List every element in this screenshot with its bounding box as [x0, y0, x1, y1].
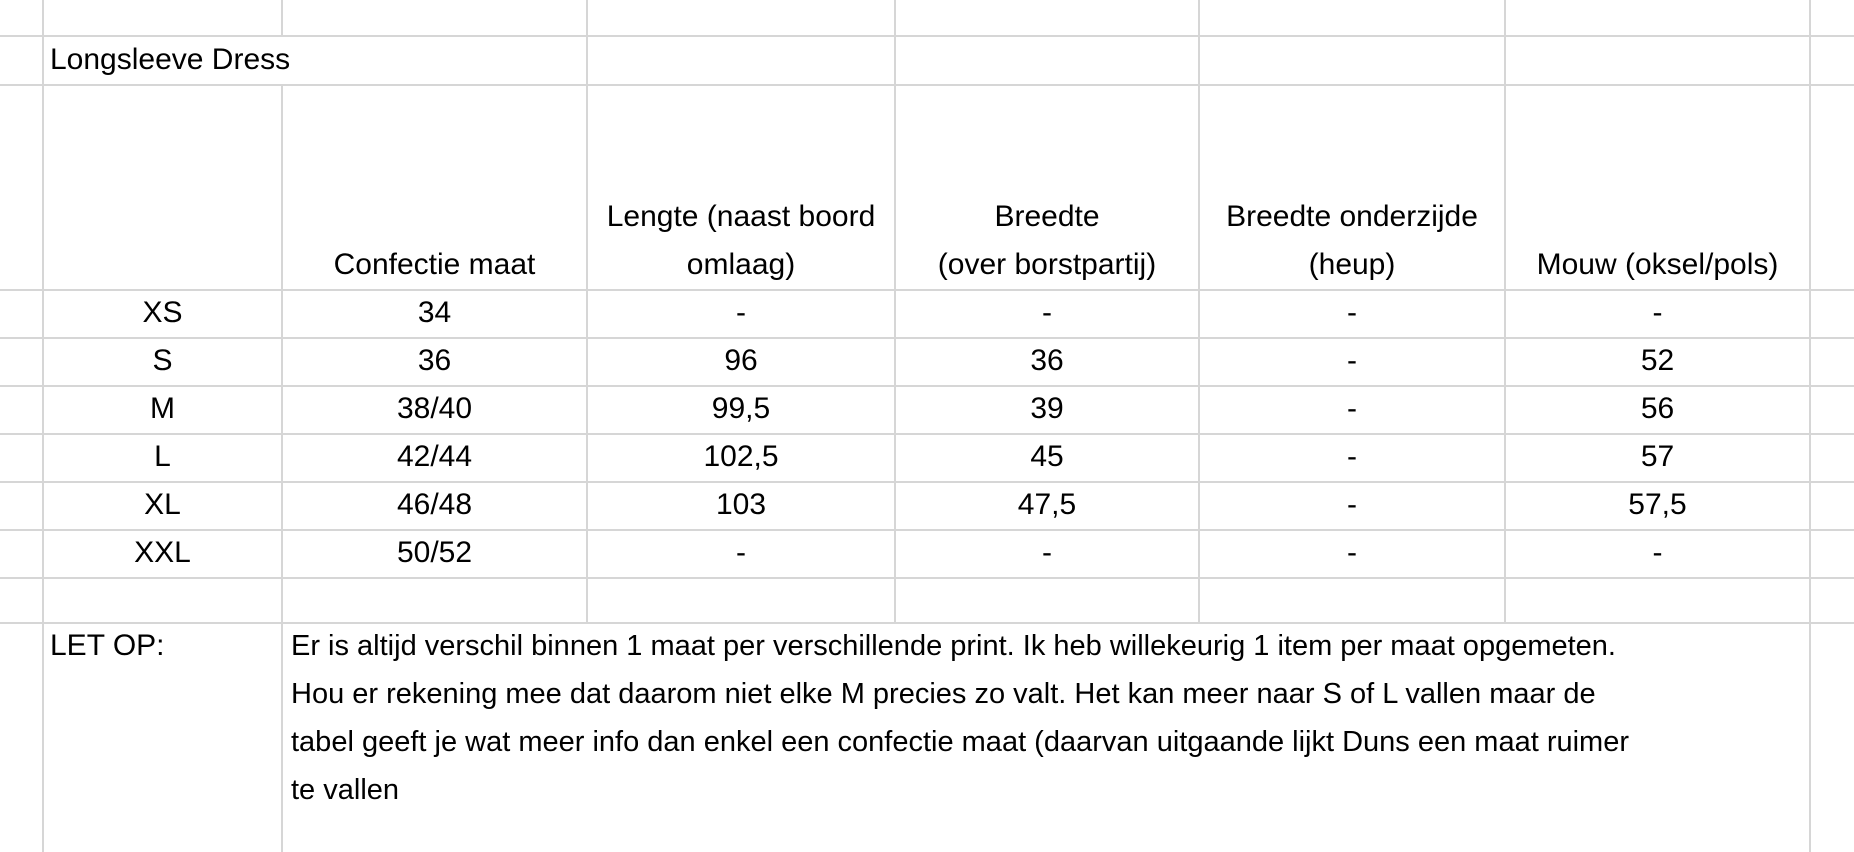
- gridline-v: [281, 0, 283, 37]
- gridline-h: [0, 385, 1854, 387]
- gridline-h: [0, 337, 1854, 339]
- cell-xl-mouw[interactable]: 57,5: [1628, 488, 1687, 521]
- col-header-lengte[interactable]: Lengte (naast boord omlaag): [606, 200, 876, 281]
- cell-l-mouw[interactable]: 57: [1640, 440, 1675, 473]
- cell-xl-breedte[interactable]: 47,5: [1017, 488, 1077, 521]
- cell-xxl-breedte[interactable]: -: [1042, 536, 1052, 569]
- cell-xxl-mouw[interactable]: -: [1652, 536, 1663, 569]
- cell-xs-breedte[interactable]: -: [1042, 296, 1052, 329]
- cell-xxl-lengte[interactable]: -: [736, 536, 746, 569]
- row-label-xs[interactable]: XS: [142, 296, 183, 329]
- cell-xs-confectie[interactable]: 34: [417, 296, 452, 329]
- cell-m-breedte[interactable]: 39: [1030, 392, 1064, 425]
- row-label-l[interactable]: L: [154, 440, 171, 473]
- row-label-xl[interactable]: XL: [144, 488, 181, 521]
- cell-xs-mouw[interactable]: -: [1652, 296, 1663, 329]
- gridline-h: [0, 481, 1854, 483]
- gridline-h: [0, 622, 1854, 624]
- cell-m-confectie[interactable]: 38/40: [396, 392, 473, 425]
- row-label-xxl[interactable]: XXL: [134, 536, 191, 569]
- gridline-v: [1504, 0, 1506, 624]
- cell-xs-heup[interactable]: -: [1347, 296, 1357, 329]
- cell-l-heup[interactable]: -: [1347, 440, 1357, 473]
- cell-s-breedte[interactable]: 36: [1030, 344, 1064, 377]
- col-header-confectie-maat[interactable]: Confectie maat: [333, 248, 536, 281]
- gridline-h: [0, 35, 1854, 37]
- gridline-v: [42, 0, 44, 852]
- note-text[interactable]: Er is altijd verschil binnen 1 maat per …: [291, 630, 1629, 806]
- cell-m-heup[interactable]: -: [1347, 392, 1357, 425]
- sheet-title[interactable]: Longsleeve Dress: [50, 43, 291, 76]
- cell-l-confectie[interactable]: 42/44: [396, 440, 473, 473]
- cell-s-confectie[interactable]: 36: [417, 344, 452, 377]
- cell-m-mouw[interactable]: 56: [1640, 392, 1675, 425]
- gridline-v: [1198, 0, 1200, 624]
- gridline-v: [281, 84, 283, 852]
- row-label-s[interactable]: S: [152, 344, 173, 377]
- cell-s-lengte[interactable]: 96: [724, 344, 758, 377]
- cell-xs-lengte[interactable]: -: [736, 296, 746, 329]
- cell-s-mouw[interactable]: 52: [1640, 344, 1675, 377]
- gridline-v: [894, 0, 896, 624]
- gridline-h: [0, 289, 1854, 291]
- gridline-h: [0, 433, 1854, 435]
- cell-xl-lengte[interactable]: 103: [715, 488, 767, 521]
- note-label[interactable]: LET OP:: [50, 629, 165, 662]
- gridline-h: [0, 84, 1854, 86]
- cell-l-breedte[interactable]: 45: [1030, 440, 1064, 473]
- cell-l-lengte[interactable]: 102,5: [703, 440, 779, 473]
- cell-xl-confectie[interactable]: 46/48: [396, 488, 473, 521]
- cell-xxl-confectie[interactable]: 50/52: [396, 536, 473, 569]
- cell-s-heup[interactable]: -: [1347, 344, 1357, 377]
- gridline-h: [0, 529, 1854, 531]
- gridline-h: [0, 577, 1854, 579]
- col-header-breedte-onderzijde[interactable]: Breedte onderzijde (heup): [1226, 200, 1478, 281]
- col-header-mouw[interactable]: Mouw (oksel/pols): [1536, 248, 1779, 281]
- gridline-v: [586, 0, 588, 624]
- col-header-breedte[interactable]: Breedte (over borstpartij): [937, 200, 1157, 281]
- cell-xxl-heup[interactable]: -: [1347, 536, 1357, 569]
- cell-xl-heup[interactable]: -: [1347, 488, 1357, 521]
- row-label-m[interactable]: M: [150, 392, 175, 425]
- gridline-v: [1809, 0, 1811, 852]
- cell-m-lengte[interactable]: 99,5: [711, 392, 771, 425]
